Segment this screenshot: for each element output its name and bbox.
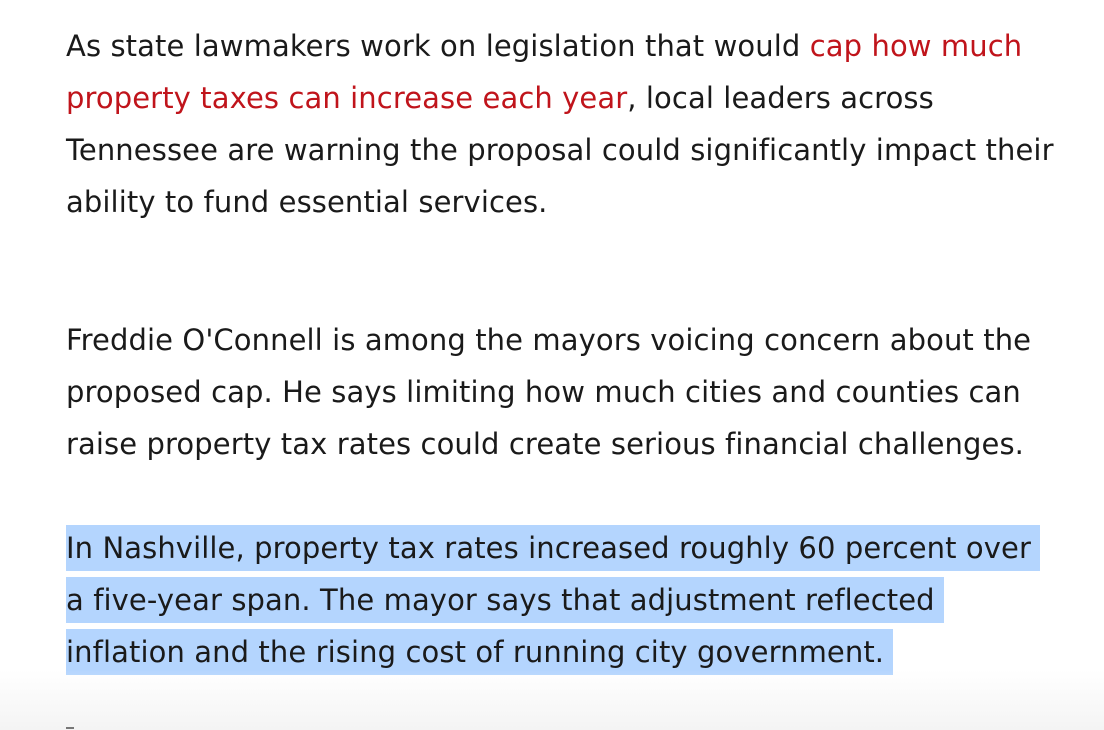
paragraph-2: Freddie O'Connell is among the mayors vo… bbox=[66, 323, 1032, 461]
paragraph-3[interactable]: In Nashville, property tax rates increas… bbox=[66, 522, 1056, 678]
paragraph-1: As state lawmakers work on legislation t… bbox=[66, 20, 1056, 228]
next-paragraph-edge bbox=[66, 727, 74, 729]
property-tax-cap-link[interactable]: cap how much property taxes can increase… bbox=[66, 29, 1023, 115]
bottom-fade-overlay bbox=[0, 670, 1104, 730]
paragraph-1-text-before: As state lawmakers work on legislation t… bbox=[66, 29, 810, 63]
paragraph-1-text-after: , local leaders across Tennessee are war… bbox=[66, 81, 1054, 219]
selected-text[interactable]: In Nashville, property tax rates increas… bbox=[66, 525, 1041, 675]
